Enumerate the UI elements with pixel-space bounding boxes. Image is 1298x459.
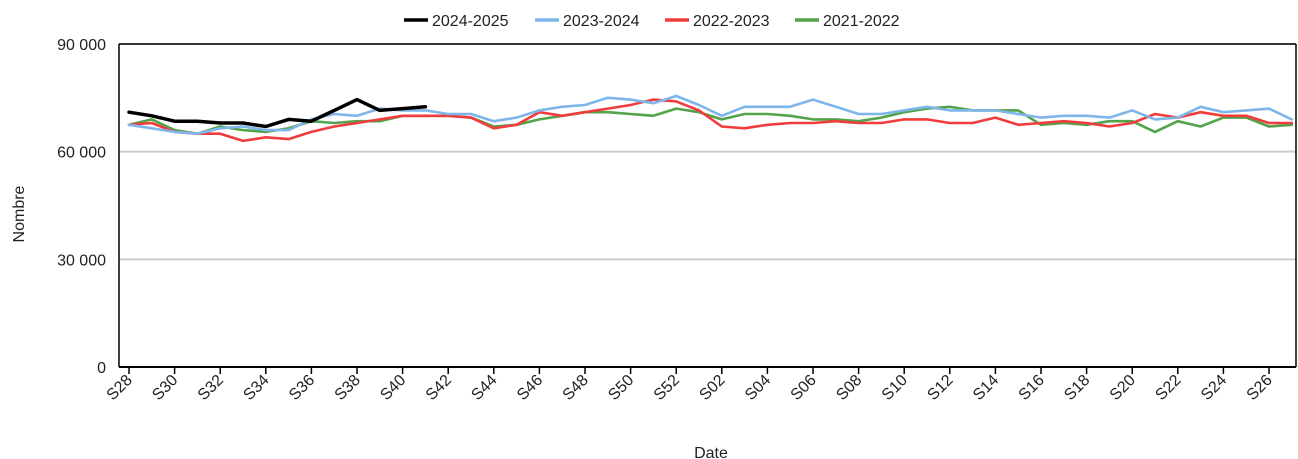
x-tick-label: S20: [1107, 372, 1139, 404]
y-tick-label: 0: [97, 360, 106, 377]
series-line-2024-2025: [127, 97, 428, 129]
y-tick-label: 30 000: [57, 252, 106, 269]
x-tick-label: S50: [605, 372, 637, 404]
axes: [118, 43, 1297, 374]
x-tick-label: S14: [970, 372, 1002, 404]
y-axis-title: Nombre: [11, 185, 28, 242]
gridlines: [119, 43, 1296, 261]
x-tick-labels: S28 S30 S32 S34 S36 S38 S40 S42 S44 S46 S48 S50 S52 S…: [104, 372, 1276, 404]
x-tick-label: S52: [651, 372, 683, 404]
x-tick-label: S30: [149, 372, 181, 404]
x-tick-label: S02: [696, 372, 728, 404]
x-tick-label: S18: [1061, 372, 1093, 404]
x-tick-label: S28: [104, 372, 136, 404]
x-tick-label: S44: [468, 372, 500, 404]
x-tick-label: S08: [833, 372, 865, 404]
legend-label: 2024-2025: [432, 13, 509, 30]
legend: 2024-2025 2023-2024 2022-2023 2021-2022: [404, 13, 900, 30]
y-tick-label: 90 000: [57, 37, 106, 54]
x-tick-label: S46: [514, 372, 546, 404]
x-tick-label: S36: [286, 372, 318, 404]
x-tick-label: S04: [742, 372, 774, 404]
series-lines: [127, 94, 1294, 143]
x-tick-label: S32: [195, 372, 227, 404]
y-tick-label: 60 000: [57, 145, 106, 162]
legend-label: 2022-2023: [693, 13, 770, 30]
x-tick-label: S22: [1152, 372, 1184, 404]
y-tick-labels: 0 30 000 60 000 90 000: [57, 37, 106, 377]
x-axis-title: Date: [694, 445, 728, 459]
x-tick-label: S16: [1016, 372, 1048, 404]
x-tick-label: S10: [879, 372, 911, 404]
x-tick-label: S40: [377, 372, 409, 404]
x-tick-label: S06: [788, 372, 820, 404]
x-tick-label: S34: [240, 372, 272, 404]
legend-label: 2021-2022: [823, 13, 900, 30]
x-tick-label: S24: [1198, 372, 1230, 404]
x-tick-label: S48: [560, 372, 592, 404]
series-line-2021-2022: [127, 105, 1294, 135]
x-tick-label: S38: [332, 372, 364, 404]
legend-label: 2023-2024: [563, 13, 640, 30]
x-tick-label: S26: [1244, 372, 1276, 404]
series-line-2022-2023: [127, 98, 1294, 143]
x-tick-label: S42: [423, 372, 455, 404]
x-tick-label: S12: [924, 372, 956, 404]
